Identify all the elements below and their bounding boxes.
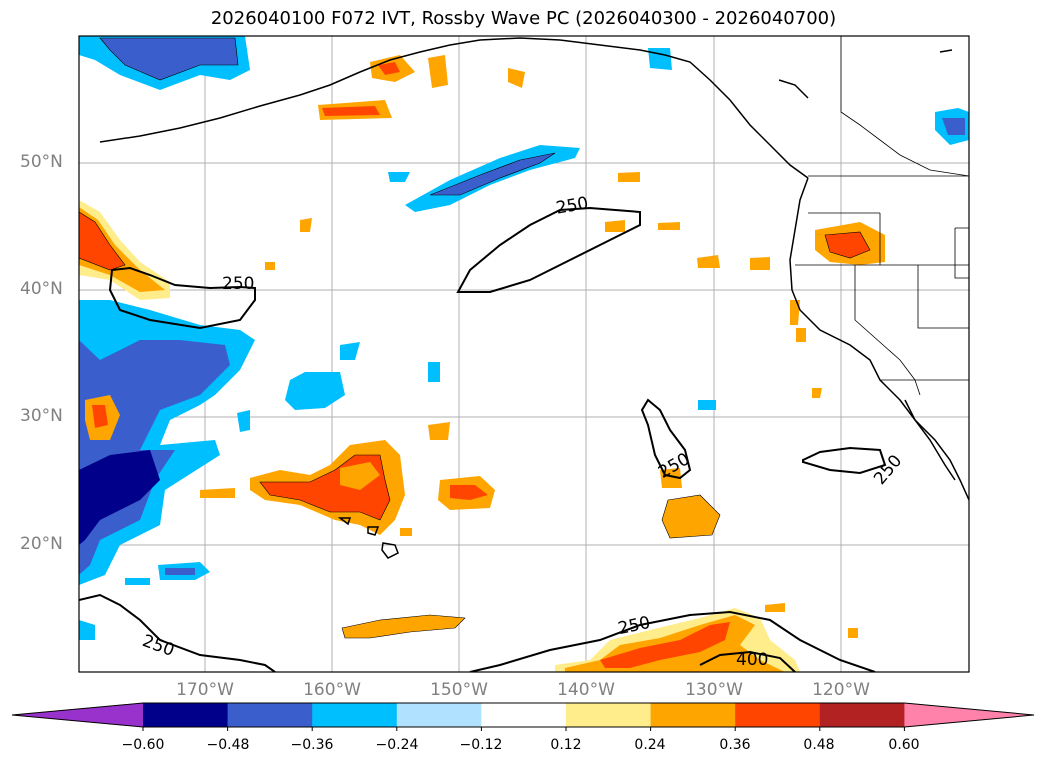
contour-250-e [79,593,276,672]
contour-label: 400 [736,650,769,670]
ivt-contours [79,206,887,672]
lon-label-150w: 150°W [430,680,488,700]
political-borders [795,36,969,396]
colorbar [11,702,1035,731]
colorbar-tick-label: −0.48 [206,737,250,753]
contour-400 [699,650,796,672]
lat-label-40n: 40°N [20,279,63,299]
negative-ivt-anomalies [79,36,969,640]
contour-250-b [456,206,641,293]
colorbar-extend-min [12,703,143,727]
colorbar-tick-label: 0.36 [719,737,751,753]
colorbar-tick-label: 0.12 [550,737,582,753]
colorbar-tick-label: −0.36 [290,737,334,753]
colorbar-segment [481,703,567,727]
lon-label-140w: 140°W [557,680,615,700]
anomaly-outlines [79,37,871,639]
alaska-coast [559,39,809,179]
lat-label-20n: 20°N [20,534,63,554]
positive-ivt-anomalies [79,55,885,672]
colorbar-segment [396,703,482,727]
map-title: 2026040100 F072 IVT, Rossby Wave PC (202… [210,8,837,29]
colorbar-segment [650,703,736,727]
state-border-4 [917,265,969,329]
contour-250-a [108,266,256,330]
state-border-5 [854,265,921,396]
colorbar-extend-max [904,703,1034,727]
colorbar-tick-label: 0.60 [888,737,920,753]
alaska-peninsula [99,37,561,143]
lon-label-170w: 170°W [176,680,234,700]
lat-label-50n: 50°N [20,152,63,172]
hawaii-oahu [337,517,352,526]
colorbar-tick-label: −0.12 [459,737,503,753]
colorbar-tick-label: 0.48 [803,737,835,753]
contour-250-f [469,610,876,672]
us-west-coast [789,177,969,501]
colorbar-tick-label: 0.24 [634,737,666,753]
colorbar-segment [312,703,398,727]
neg-blob-central [285,372,345,410]
contour-250-d [802,446,887,475]
contour-label: 250 [222,274,255,294]
colorbar-segment [735,703,821,727]
colorbar-segment [819,703,905,727]
colorbar-segment [566,703,652,727]
canada-alaska-border [840,36,969,177]
lon-label-160w: 160°W [303,680,361,700]
colorbar-tick-label: −0.60 [121,737,165,753]
coastlines [99,37,969,559]
colorbar-segment [143,703,229,727]
hawaii-big-island [381,542,399,559]
lon-label-120w: 120°W [812,680,870,700]
map-frame [78,35,970,673]
colorbar-segment [227,703,313,727]
lon-label-130w: 130°W [685,680,743,700]
lat-label-30n: 30°N [20,406,63,426]
colorbar-tick-label: −0.24 [375,737,419,753]
contour-250-c [640,398,692,480]
hawaii-maui [367,526,380,536]
baja-peninsula [904,399,956,481]
